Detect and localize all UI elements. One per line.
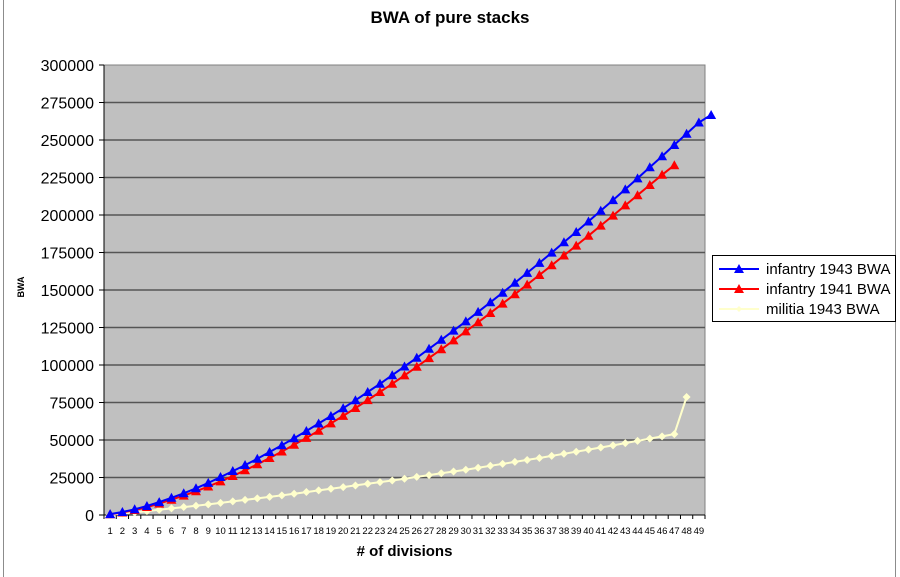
x-tick-label: 5 xyxy=(157,526,162,537)
x-tick-label: 14 xyxy=(264,526,275,537)
x-tick-label: 41 xyxy=(595,526,606,537)
x-tick-label: 45 xyxy=(645,526,656,537)
x-tick-label: 23 xyxy=(375,526,386,537)
blue-triangle-marker-icon xyxy=(719,264,759,273)
x-tick-label: 18 xyxy=(313,526,324,537)
y-tick-label: 25000 xyxy=(50,471,95,488)
x-tick-label: 42 xyxy=(608,526,619,537)
x-tick-label: 47 xyxy=(669,526,680,537)
y-tick-label: 50000 xyxy=(50,433,95,450)
legend-label: militia 1943 BWA xyxy=(766,300,880,318)
legend-item-infantry-1941: infantry 1941 BWA xyxy=(717,279,895,299)
legend: infantry 1943 BWA infantry 1941 BWA mili… xyxy=(712,255,896,322)
x-tick-label: 2 xyxy=(120,526,125,537)
x-tick-label: 43 xyxy=(620,526,631,537)
x-tick-label: 37 xyxy=(546,526,557,537)
x-tick-label: 48 xyxy=(681,526,692,537)
x-tick-label: 12 xyxy=(240,526,251,537)
x-tick-label: 35 xyxy=(522,526,533,537)
x-tick-label: 10 xyxy=(215,526,226,537)
x-tick-label: 17 xyxy=(301,526,312,537)
x-tick-label: 38 xyxy=(559,526,570,537)
legend-label: infantry 1941 BWA xyxy=(766,280,891,298)
x-tick-label: 33 xyxy=(497,526,508,537)
y-tick-label: 175000 xyxy=(41,246,94,263)
x-tick-label: 9 xyxy=(206,526,211,537)
x-tick-label: 46 xyxy=(657,526,668,537)
series-infantry-1943-bwa xyxy=(105,109,717,519)
chart-title: BWA of pure stacks xyxy=(370,8,530,27)
x-axis-title: # of divisions xyxy=(356,543,453,560)
y-tick-label: 125000 xyxy=(41,321,94,338)
y-tick-label: 0 xyxy=(85,508,94,525)
x-tick-label: 6 xyxy=(169,526,174,537)
y-tick-label: 300000 xyxy=(41,58,94,75)
legend-label: infantry 1943 BWA xyxy=(766,260,891,278)
x-tick-label: 11 xyxy=(228,526,238,537)
red-triangle-marker-icon xyxy=(719,284,759,293)
x-tick-label: 16 xyxy=(289,526,300,537)
y-tick-label: 225000 xyxy=(41,171,94,188)
x-tick-label: 39 xyxy=(571,526,582,537)
x-tick-label: 30 xyxy=(461,526,472,537)
x-tick-label: 21 xyxy=(350,526,361,537)
x-tick-label: 1 xyxy=(107,526,112,537)
x-tick-label: 19 xyxy=(326,526,337,537)
x-tick-label: 7 xyxy=(181,526,186,537)
legend-item-militia-1943: militia 1943 BWA xyxy=(717,299,895,319)
x-tick-label: 32 xyxy=(485,526,496,537)
y-tick-label: 150000 xyxy=(41,283,94,300)
x-tick-label: 36 xyxy=(534,526,545,537)
y-tick-label: 200000 xyxy=(41,208,94,225)
x-tick-label: 44 xyxy=(632,526,643,537)
x-tick-label: 4 xyxy=(144,526,149,537)
x-tick-label: 24 xyxy=(387,526,398,537)
x-tick-label: 15 xyxy=(277,526,288,537)
y-tick-label: 250000 xyxy=(41,133,94,150)
x-tick-label: 26 xyxy=(411,526,422,537)
y-tick-label: 75000 xyxy=(50,396,95,413)
x-tick-label: 31 xyxy=(473,526,484,537)
x-tick-label: 40 xyxy=(583,526,594,537)
y-tick-label: 275000 xyxy=(41,96,94,113)
x-tick-label: 29 xyxy=(448,526,459,537)
x-tick-label: 28 xyxy=(436,526,447,537)
legend-item-infantry-1943: infantry 1943 BWA xyxy=(717,259,895,279)
x-tick-label: 8 xyxy=(193,526,198,537)
x-tick-label: 20 xyxy=(338,526,349,537)
x-tick-label: 13 xyxy=(252,526,263,537)
x-tick-label: 22 xyxy=(362,526,373,537)
yellow-diamond-marker-icon xyxy=(719,306,759,312)
x-tick-label: 27 xyxy=(424,526,435,537)
y-tick-label: 100000 xyxy=(41,358,94,375)
x-tick-label: 3 xyxy=(132,526,137,537)
x-tick-label: 49 xyxy=(694,526,705,537)
x-tick-label: 34 xyxy=(510,526,521,537)
x-tick-label: 25 xyxy=(399,526,410,537)
